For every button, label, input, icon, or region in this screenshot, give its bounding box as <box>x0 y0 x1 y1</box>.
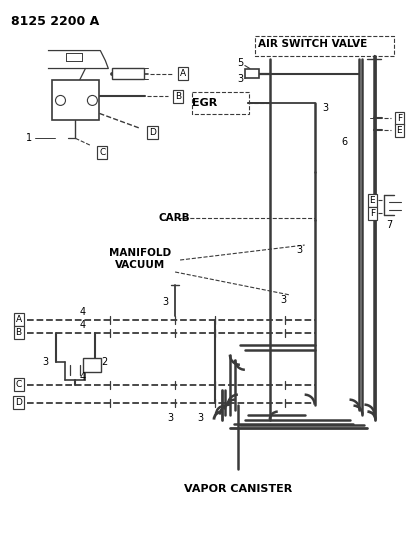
Text: 3: 3 <box>162 297 168 307</box>
Text: F: F <box>396 114 401 123</box>
Text: 4: 4 <box>79 372 85 382</box>
Text: 1: 1 <box>25 133 31 143</box>
Text: B: B <box>16 328 22 337</box>
Text: E: E <box>369 196 374 205</box>
Text: 3: 3 <box>280 295 286 305</box>
Text: 3: 3 <box>166 413 173 423</box>
Text: 2: 2 <box>101 357 107 367</box>
Text: 4: 4 <box>79 320 85 330</box>
Text: VAPOR CANISTER: VAPOR CANISTER <box>183 484 291 495</box>
Text: A: A <box>180 69 186 78</box>
Text: 3: 3 <box>43 357 49 367</box>
Text: 3: 3 <box>296 245 302 255</box>
Text: 3: 3 <box>236 75 243 85</box>
Bar <box>83 358 101 372</box>
Circle shape <box>55 95 65 106</box>
Text: 6: 6 <box>341 138 347 147</box>
Bar <box>244 69 258 78</box>
Text: A: A <box>16 316 22 325</box>
Text: AIR SWITCH VALVE: AIR SWITCH VALVE <box>257 38 366 49</box>
Polygon shape <box>48 51 108 69</box>
Text: 3: 3 <box>322 103 328 114</box>
Text: EGR: EGR <box>191 99 217 108</box>
Text: 8125 2200 A: 8125 2200 A <box>11 15 99 28</box>
Text: E: E <box>396 126 401 135</box>
Text: 7: 7 <box>385 220 391 230</box>
Text: C: C <box>99 148 105 157</box>
Text: 5: 5 <box>236 58 243 68</box>
Text: C: C <box>16 380 22 389</box>
Bar <box>52 80 99 120</box>
Bar <box>112 68 144 79</box>
Text: D: D <box>148 128 155 137</box>
Circle shape <box>87 95 97 106</box>
Text: MANIFOLD
VACUUM: MANIFOLD VACUUM <box>109 248 171 270</box>
Text: 4: 4 <box>79 307 85 317</box>
Text: B: B <box>175 92 181 101</box>
Text: CARB: CARB <box>158 213 189 223</box>
Text: D: D <box>15 398 22 407</box>
Text: F: F <box>369 208 374 217</box>
Text: 3: 3 <box>196 413 202 423</box>
